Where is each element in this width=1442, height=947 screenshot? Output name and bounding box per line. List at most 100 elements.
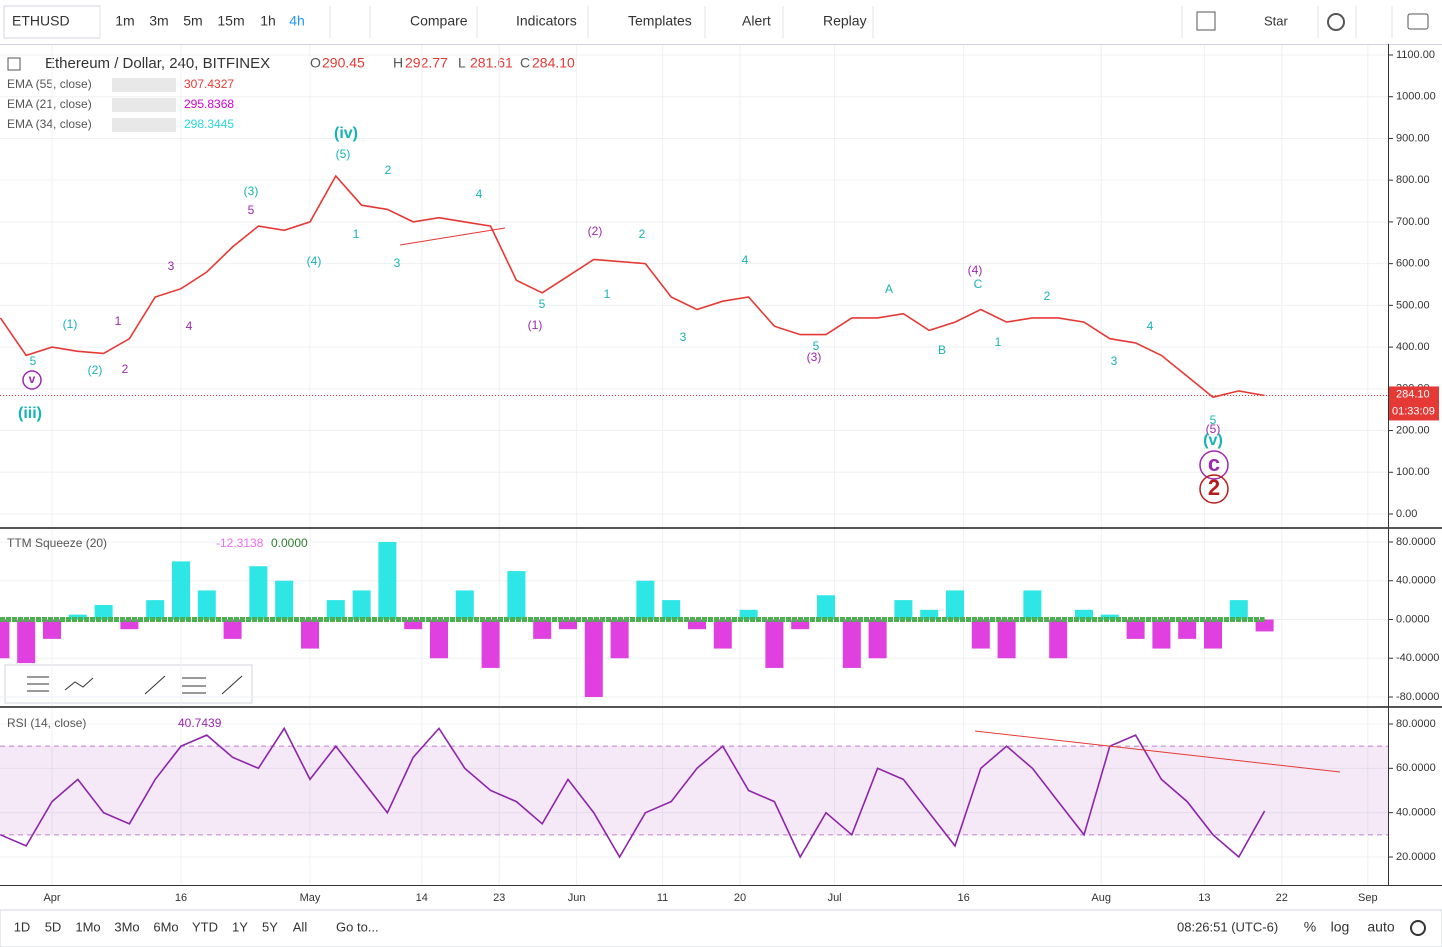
wave-label: 4 [476,187,483,201]
wave-label: 2 [639,227,646,241]
momentum-bar [146,600,165,620]
wave-label: (4) [968,263,983,277]
momentum-bar [688,619,706,630]
momentum-bar [1126,619,1145,639]
range-button[interactable]: 3Mo [114,919,139,934]
momentum-bar [455,590,474,620]
y-tick-label: 700.00 [1396,216,1430,228]
trendline [399,227,506,246]
wave-label: (1) [63,317,78,331]
collapse-icon[interactable] [7,57,21,71]
momentum-bar [0,619,10,659]
wave-label: 5 [1210,413,1217,427]
y-tick-label: 800.00 [1396,174,1430,186]
range-button[interactable]: 5D [45,919,62,934]
momentum-bar [1178,619,1197,639]
momentum-bar [352,590,371,620]
range-button[interactable]: 1D [14,919,31,934]
interval-button[interactable]: 1h [260,13,276,29]
indicator-value: -12.3138 [216,536,264,550]
momentum-bar [662,600,681,620]
y-tick-label: -80.0000 [1396,691,1439,703]
wave-label: 2 [385,163,392,177]
range-button[interactable]: 1Y [232,919,248,934]
y-tick-label: 900.00 [1396,132,1430,144]
x-tick-label: 14 [416,892,428,904]
toolbar-button[interactable]: Alert [742,13,771,29]
x-tick-label: Sep [1358,892,1378,904]
y-tick-label: 600.00 [1396,258,1430,270]
snapshot-icon[interactable] [1407,13,1429,30]
momentum-bar [533,619,552,639]
range-button[interactable]: 1Mo [75,919,100,934]
wave-label: (1) [528,318,543,332]
momentum-bar [713,619,732,649]
y-tick-label: 20.0000 [1396,851,1436,863]
interval-button[interactable]: 3m [149,13,168,29]
wave-label: (3) [807,350,822,364]
symbol[interactable]: ETHUSD [12,13,70,29]
y-tick-label: 0.0000 [1396,613,1430,625]
momentum-bar [378,542,397,620]
toolbar-button[interactable]: Templates [628,13,692,29]
price-line [0,174,1265,399]
indicator-controls [112,78,176,92]
ohlc-value: 284.10 [532,55,575,71]
pane-divider [0,706,1442,708]
interval-button[interactable]: 1m [115,13,134,29]
wave-label: 5 [539,297,546,311]
momentum-bar [971,619,990,649]
wave-label: (3) [244,184,259,198]
wave-label: (5) [1206,422,1221,436]
wave-label: 3 [1111,354,1118,368]
x-tick-label: 23 [493,892,505,904]
toolbar-button[interactable]: Compare [410,13,468,29]
interval-button[interactable]: 5m [183,13,202,29]
wave-circle [22,370,42,390]
wave-label: 3 [680,330,687,344]
wave-label: 4 [1147,319,1154,333]
wave-label: (iv) [334,125,358,142]
symbol-box[interactable] [3,5,101,39]
wave-circle [1199,450,1229,480]
wave-label: (4) [307,254,322,268]
scale-option[interactable]: log [1331,919,1350,935]
wave-label: B [938,343,946,357]
ohlc-value: 290.45 [322,55,365,71]
indicator-signal: 0.0000 [271,536,308,550]
wave-label: 4 [742,253,749,267]
layout-icon[interactable] [1196,11,1216,31]
rsi-band [0,746,1388,835]
momentum-bar [584,619,603,697]
scale-option[interactable]: auto [1367,919,1394,935]
interval-button[interactable]: 4h [289,13,305,29]
range-button[interactable]: 5Y [262,919,278,934]
range-button[interactable]: All [293,919,308,934]
settings-icon[interactable] [1410,920,1426,936]
settings-icon[interactable] [1327,13,1345,31]
ohlc-key: O [310,55,321,71]
momentum-bar [894,600,913,620]
y-tick-label: 1000.00 [1396,91,1436,103]
goto-button[interactable]: Go to... [336,919,379,934]
wave-label: 1 [353,227,360,241]
momentum-bar [1204,619,1222,649]
drawing-icons[interactable] [27,675,243,695]
range-button[interactable]: YTD [192,919,218,934]
interval-button[interactable]: 15m [217,13,244,29]
indicator-name: EMA (34, close) [7,117,92,131]
toolbar-button[interactable]: Replay [823,13,867,29]
y-tick-label: 1100.00 [1396,49,1435,61]
scale-option[interactable]: % [1304,919,1316,935]
indicator-name: RSI (14, close) [7,716,86,730]
star-button[interactable]: Star [1264,13,1289,28]
indicator-value: 40.7439 [178,716,222,730]
countdown: 01:33:09 [1392,405,1435,417]
indicator-value: 307.4327 [184,77,234,91]
wave-label: 1 [604,287,611,301]
momentum-bar [94,604,113,620]
wave-label: 4 [186,319,193,333]
range-button[interactable]: 6Mo [153,919,178,934]
toolbar-button[interactable]: Indicators [516,13,577,29]
